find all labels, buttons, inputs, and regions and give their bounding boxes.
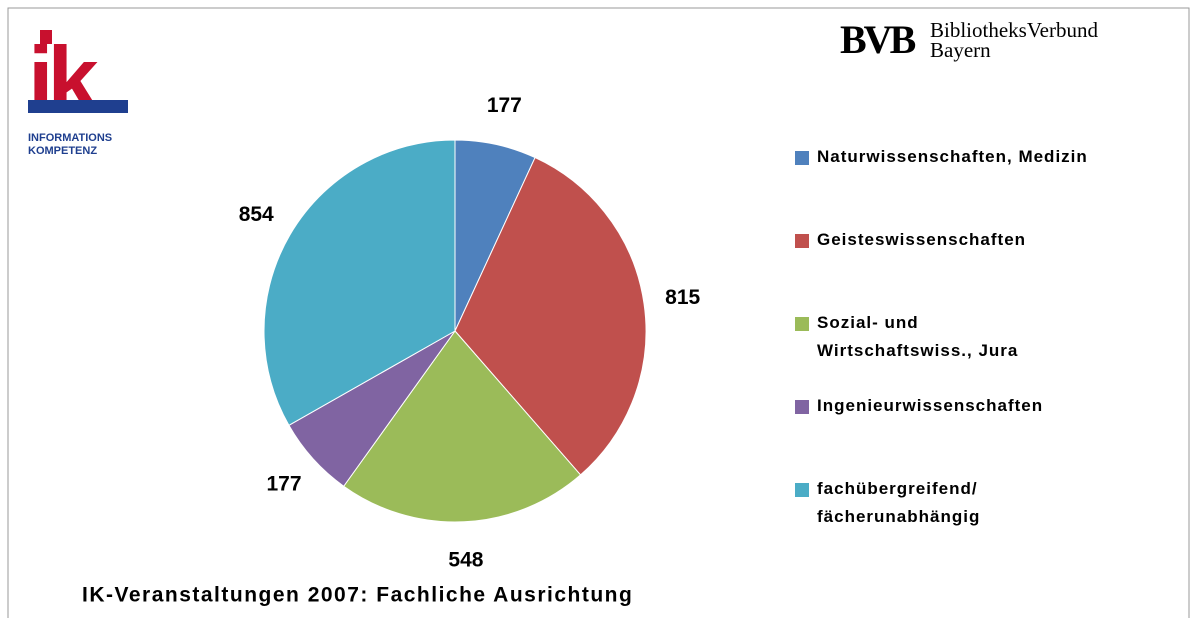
pie-slice [454, 156, 647, 476]
pie-slice [343, 330, 582, 523]
pie-slice [263, 139, 456, 426]
legend-swatch [795, 151, 809, 165]
legend-label: fachübergreifend/ fächerunabhängig [817, 479, 981, 526]
legend-item: Naturwissenschaften, Medizin [795, 147, 1185, 171]
legend-item: Ingenieurwissenschaften [795, 396, 1185, 420]
data-label: 177 [266, 472, 301, 495]
legend-swatch [795, 234, 809, 248]
legend-label: Geisteswissenschaften [817, 230, 1027, 249]
logo-bar [28, 100, 128, 113]
legend-label: Sozial- und Wirtschaftswiss., Jura [817, 313, 1019, 360]
legend-item: fachübergreifend/ fächerunabhängig [795, 479, 1185, 531]
logo-text: BibliotheksVerbund [930, 18, 1098, 42]
logo-ik: ik [28, 28, 100, 130]
logo-text: KOMPETENZ [28, 145, 97, 157]
legend-item: Sozial- und Wirtschaftswiss., Jura [795, 313, 1185, 365]
chart-title: IK-Veranstaltungen 2007: Fachliche Ausri… [82, 584, 633, 607]
logo-bvb: BVB [840, 17, 916, 62]
data-label: 548 [448, 548, 483, 571]
logo-text: Bayern [930, 38, 991, 62]
legend-item: Geisteswissenschaften [795, 230, 1185, 254]
data-label: 177 [487, 94, 522, 117]
data-label: 815 [665, 286, 700, 309]
frame [7, 7, 1190, 618]
legend-swatch [795, 317, 809, 331]
legend-swatch [795, 483, 809, 497]
data-label: 854 [239, 203, 274, 226]
legend-label: Naturwissenschaften, Medizin [817, 147, 1088, 166]
logo-text: INFORMATIONS [28, 132, 112, 144]
legend-label: Ingenieurwissenschaften [817, 396, 1044, 415]
legend-swatch [795, 400, 809, 414]
logo-dot [40, 30, 52, 44]
